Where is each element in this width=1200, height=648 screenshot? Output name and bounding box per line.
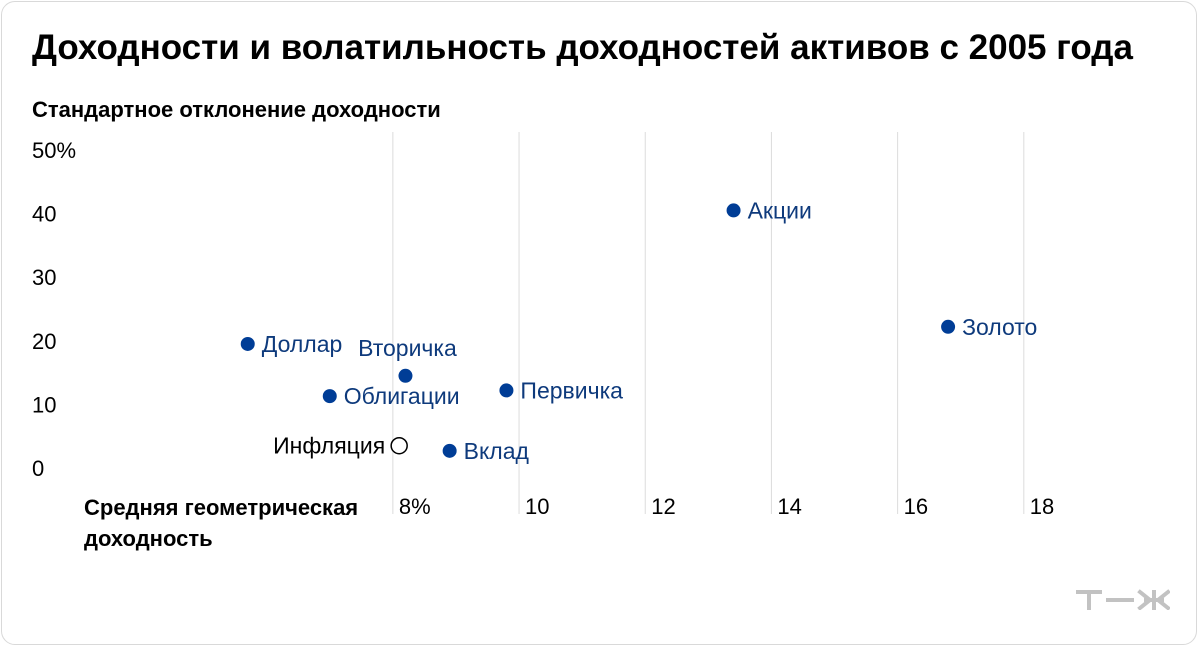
point-label: Золото <box>962 314 1037 340</box>
y-tick-labels: 50% 40 30 20 10 0 <box>32 138 76 481</box>
data-point: Инфляция <box>273 433 408 459</box>
point-marker <box>939 317 958 336</box>
grid-lines <box>392 132 1025 514</box>
x-tick-label: 14 <box>777 494 801 519</box>
data-point: Облигации <box>320 383 460 409</box>
point-label: Вклад <box>464 438 530 464</box>
point-label: Акции <box>748 197 812 223</box>
tj-logo-icon <box>1076 589 1170 610</box>
chart-title: Доходности и волатильность доходностей а… <box>32 28 1133 67</box>
point-marker <box>440 441 459 460</box>
point-label: Доллар <box>262 331 343 357</box>
y-tick-label: 0 <box>32 456 44 481</box>
x-tick-label: 16 <box>904 494 928 519</box>
data-point: Золото <box>939 314 1037 340</box>
point-label: Первичка <box>520 377 623 403</box>
y-tick-label: 50% <box>32 138 76 163</box>
point-marker <box>724 201 743 220</box>
point-marker <box>238 334 257 353</box>
point-label: Вторичка <box>358 335 457 361</box>
point-marker <box>390 436 408 455</box>
x-tick-label: 8% <box>399 494 431 519</box>
point-marker <box>396 366 415 385</box>
data-point: Вторичка <box>358 335 457 385</box>
y-tick-label: 10 <box>32 392 56 417</box>
x-axis-label: Средняя геометрическая доходность <box>84 495 359 551</box>
y-tick-label: 20 <box>32 329 56 354</box>
y-tick-label: 30 <box>32 265 56 290</box>
y-axis-label: Стандартное отклонение доходности <box>32 97 441 122</box>
data-points: Акции Золото Доллар Вторичка Облигации Первич… <box>238 197 1037 464</box>
point-label: Облигации <box>344 383 460 409</box>
data-point: Доллар <box>238 331 343 357</box>
point-marker <box>497 381 516 400</box>
y-tick-label: 40 <box>32 202 56 227</box>
x-tick-label: 12 <box>651 494 675 519</box>
x-tick-label: 10 <box>525 494 549 519</box>
x-tick-label: 18 <box>1030 494 1054 519</box>
point-label: Инфляция <box>273 433 385 459</box>
point-marker <box>320 387 339 406</box>
data-point: Вклад <box>440 438 530 464</box>
data-point: Акции <box>724 197 812 223</box>
x-tick-labels: 8% 10 12 14 16 18 <box>399 494 1054 519</box>
data-point: Первичка <box>497 377 623 403</box>
